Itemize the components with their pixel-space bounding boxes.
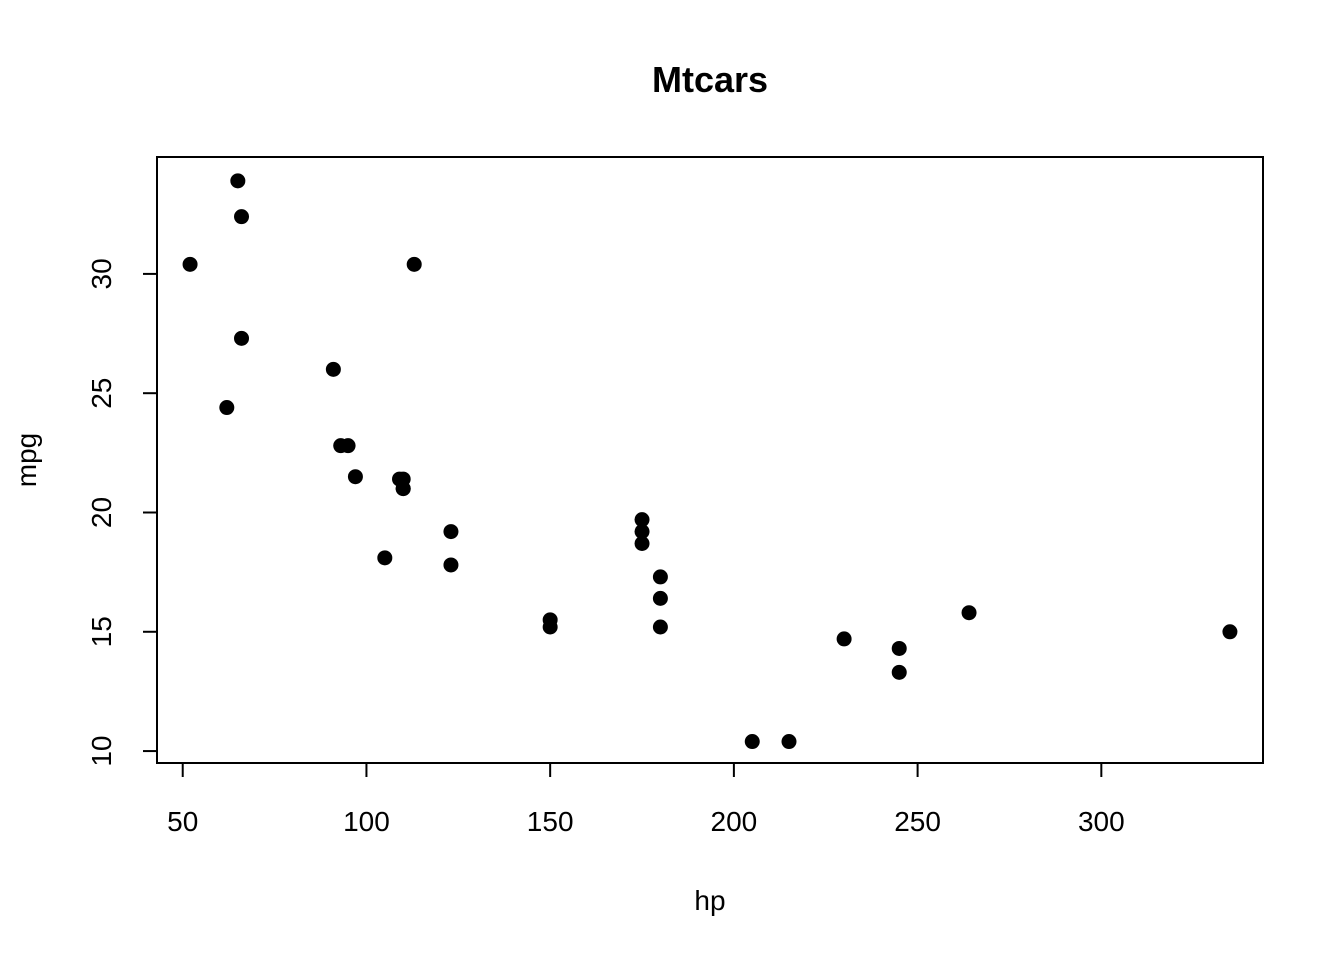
data-points — [182, 173, 1238, 750]
data-point — [219, 400, 235, 416]
x-axis-label: hp — [694, 885, 725, 916]
data-point — [234, 209, 250, 225]
data-point — [652, 569, 668, 585]
x-tick-label: 200 — [711, 806, 758, 837]
y-tick-label: 20 — [86, 497, 117, 528]
y-axis: 10 15 20 25 30 — [86, 258, 158, 767]
x-tick-label: 100 — [343, 806, 390, 837]
data-point — [182, 256, 198, 272]
data-point — [340, 438, 356, 454]
y-tick-label: 15 — [86, 616, 117, 647]
y-axis-label: mpg — [11, 433, 42, 487]
x-tick-label: 150 — [527, 806, 574, 837]
data-point — [961, 605, 977, 621]
data-point — [891, 664, 907, 680]
data-point — [744, 734, 760, 750]
chart-title: Mtcars — [652, 59, 768, 100]
data-point — [634, 536, 650, 552]
data-point — [634, 512, 650, 528]
data-point — [377, 550, 393, 566]
data-point — [443, 557, 459, 573]
x-tick-label: 300 — [1078, 806, 1125, 837]
data-point — [652, 590, 668, 606]
x-tick-label: 50 — [167, 806, 198, 837]
data-point — [406, 256, 422, 272]
data-point — [1222, 624, 1238, 640]
y-tick-label: 25 — [86, 378, 117, 409]
data-point — [652, 619, 668, 635]
data-point — [392, 471, 408, 487]
data-point — [347, 469, 363, 485]
x-tick-label: 250 — [894, 806, 941, 837]
y-tick-label: 30 — [86, 258, 117, 289]
data-point — [230, 173, 246, 189]
data-point — [234, 330, 250, 346]
data-point — [781, 734, 797, 750]
data-point — [443, 524, 459, 540]
data-point — [891, 640, 907, 656]
x-axis: 50 100 150 200 250 300 — [167, 762, 1125, 837]
data-point — [634, 524, 650, 540]
data-point — [836, 631, 852, 647]
data-point — [325, 361, 341, 377]
y-tick-label: 10 — [86, 735, 117, 766]
plot-frame — [156, 156, 1264, 764]
data-point — [542, 619, 558, 635]
